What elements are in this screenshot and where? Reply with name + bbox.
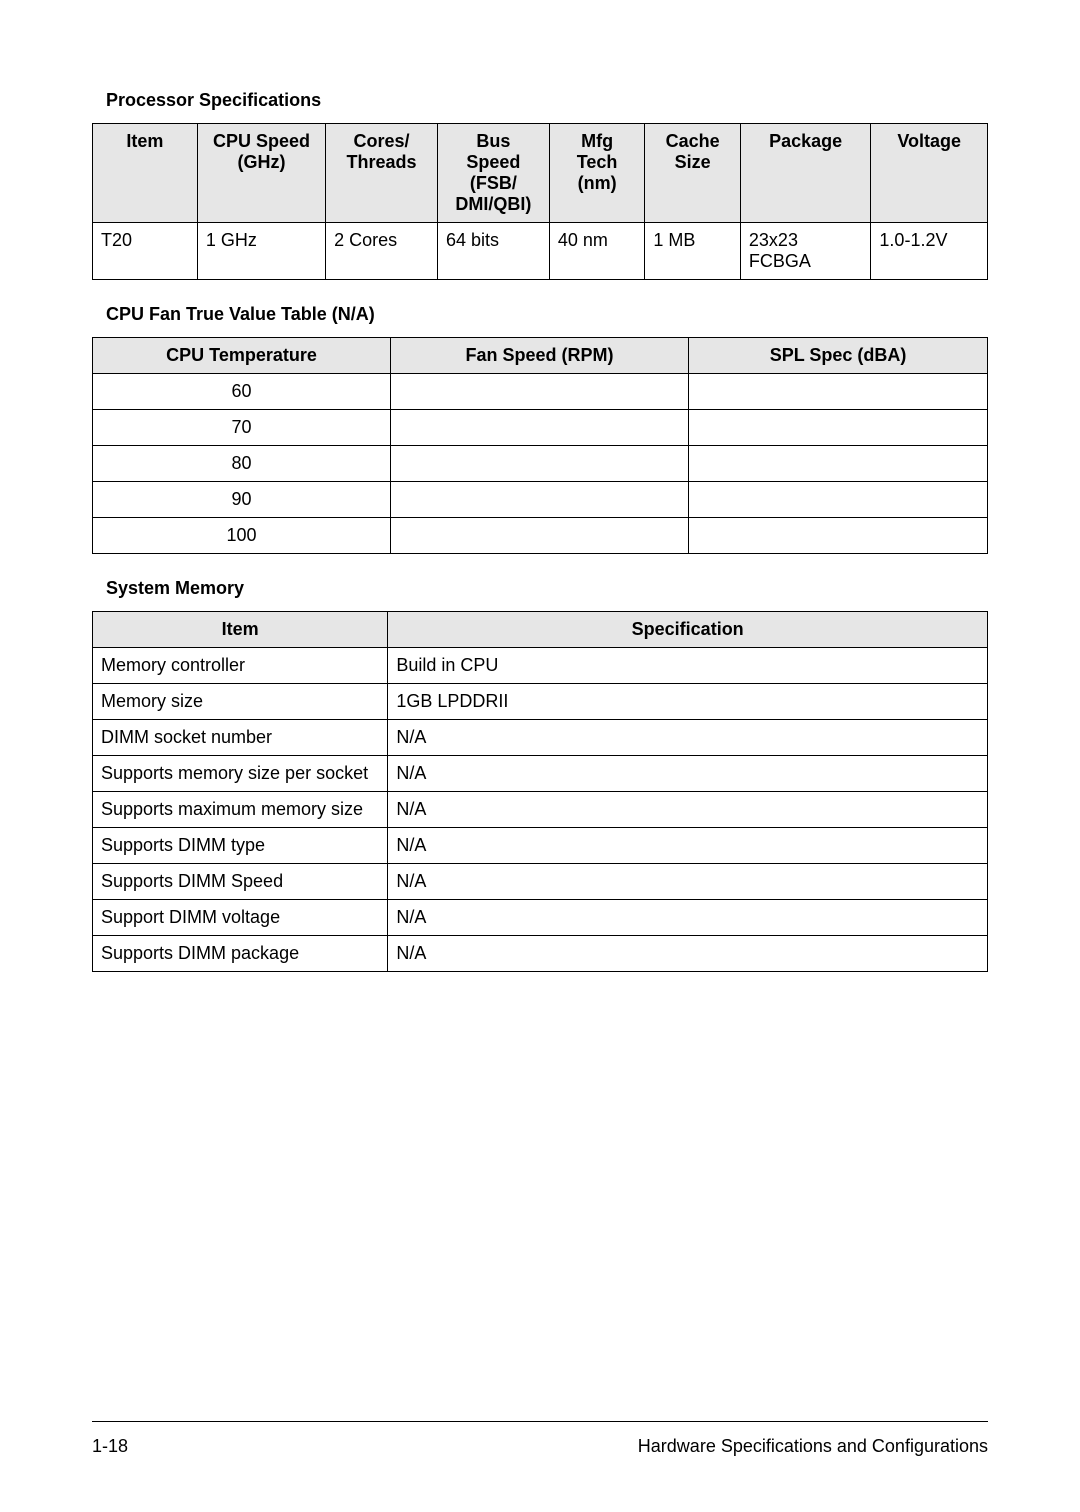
page-number: 1-18 xyxy=(92,1436,128,1457)
fan-title: CPU Fan True Value Table (N/A) xyxy=(106,304,988,325)
cell: 90 xyxy=(93,482,391,518)
cell: N/A xyxy=(388,864,988,900)
memory-row: Supports DIMM type N/A xyxy=(93,828,988,864)
memory-table: Item Specification Memory controller Bui… xyxy=(92,611,988,972)
cell: N/A xyxy=(388,720,988,756)
processor-header-row: Item CPU Speed(GHz) Cores/Threads BusSpe… xyxy=(93,124,988,223)
cell: 2 Cores xyxy=(326,223,438,280)
cell: Supports memory size per socket xyxy=(93,756,388,792)
fan-tbody: 60 70 80 90 100 xyxy=(93,374,988,554)
fan-row: 90 xyxy=(93,482,988,518)
fan-row: 70 xyxy=(93,410,988,446)
fan-header-row: CPU Temperature Fan Speed (RPM) SPL Spec… xyxy=(93,338,988,374)
memory-row: Supports DIMM Speed N/A xyxy=(93,864,988,900)
cell xyxy=(689,482,988,518)
memory-row: DIMM socket number N/A xyxy=(93,720,988,756)
col-cpu-temp: CPU Temperature xyxy=(93,338,391,374)
col-spec: Specification xyxy=(388,612,988,648)
footer: 1-18 Hardware Specifications and Configu… xyxy=(92,1421,988,1457)
col-item: Item xyxy=(93,612,388,648)
col-item: Item xyxy=(93,124,198,223)
processor-table: Item CPU Speed(GHz) Cores/Threads BusSpe… xyxy=(92,123,988,280)
cell: T20 xyxy=(93,223,198,280)
cell: 80 xyxy=(93,446,391,482)
col-cache-size: CacheSize xyxy=(645,124,741,223)
processor-title: Processor Specifications xyxy=(106,90,988,111)
cell: 100 xyxy=(93,518,391,554)
memory-tbody: Memory controller Build in CPU Memory si… xyxy=(93,648,988,972)
col-cores-threads: Cores/Threads xyxy=(326,124,438,223)
cell: Supports DIMM package xyxy=(93,936,388,972)
cell: DIMM socket number xyxy=(93,720,388,756)
cell: N/A xyxy=(388,792,988,828)
memory-row: Memory controller Build in CPU xyxy=(93,648,988,684)
cell xyxy=(391,410,689,446)
processor-row: T20 1 GHz 2 Cores 64 bits 40 nm 1 MB 23x… xyxy=(93,223,988,280)
col-mfg-tech: MfgTech(nm) xyxy=(549,124,645,223)
cell: 60 xyxy=(93,374,391,410)
fan-table: CPU Temperature Fan Speed (RPM) SPL Spec… xyxy=(92,337,988,554)
cell xyxy=(689,410,988,446)
memory-header-row: Item Specification xyxy=(93,612,988,648)
cell: Supports DIMM Speed xyxy=(93,864,388,900)
cell xyxy=(391,518,689,554)
cell: 1GB LPDDRII xyxy=(388,684,988,720)
cell xyxy=(689,518,988,554)
cell xyxy=(391,482,689,518)
cell: 23x23 FCBGA xyxy=(740,223,871,280)
memory-row: Support DIMM voltage N/A xyxy=(93,900,988,936)
cell xyxy=(391,374,689,410)
cell: N/A xyxy=(388,756,988,792)
cell: 1.0-1.2V xyxy=(871,223,988,280)
col-package: Package xyxy=(740,124,871,223)
memory-row: Supports maximum memory size N/A xyxy=(93,792,988,828)
col-cpu-speed: CPU Speed(GHz) xyxy=(197,124,325,223)
cell: N/A xyxy=(388,900,988,936)
page: Processor Specifications Item CPU Speed(… xyxy=(0,0,1080,1512)
col-fan-speed: Fan Speed (RPM) xyxy=(391,338,689,374)
col-bus-speed: BusSpeed(FSB/DMI/QBI) xyxy=(437,124,549,223)
fan-row: 100 xyxy=(93,518,988,554)
memory-title: System Memory xyxy=(106,578,988,599)
cell: Memory controller xyxy=(93,648,388,684)
cell: 40 nm xyxy=(549,223,645,280)
memory-row: Supports memory size per socket N/A xyxy=(93,756,988,792)
cell: Supports DIMM type xyxy=(93,828,388,864)
fan-row: 80 xyxy=(93,446,988,482)
cell: Memory size xyxy=(93,684,388,720)
cell: Supports maximum memory size xyxy=(93,792,388,828)
cell xyxy=(689,446,988,482)
col-spl-spec: SPL Spec (dBA) xyxy=(689,338,988,374)
memory-row: Memory size 1GB LPDDRII xyxy=(93,684,988,720)
col-voltage: Voltage xyxy=(871,124,988,223)
memory-row: Supports DIMM package N/A xyxy=(93,936,988,972)
footer-title: Hardware Specifications and Configuratio… xyxy=(638,1436,988,1457)
cell: Support DIMM voltage xyxy=(93,900,388,936)
cell: 70 xyxy=(93,410,391,446)
cell: 64 bits xyxy=(437,223,549,280)
cell: N/A xyxy=(388,828,988,864)
cell: N/A xyxy=(388,936,988,972)
cell: 1 GHz xyxy=(197,223,325,280)
cell xyxy=(689,374,988,410)
fan-row: 60 xyxy=(93,374,988,410)
cell: Build in CPU xyxy=(388,648,988,684)
cell xyxy=(391,446,689,482)
cell: 1 MB xyxy=(645,223,741,280)
